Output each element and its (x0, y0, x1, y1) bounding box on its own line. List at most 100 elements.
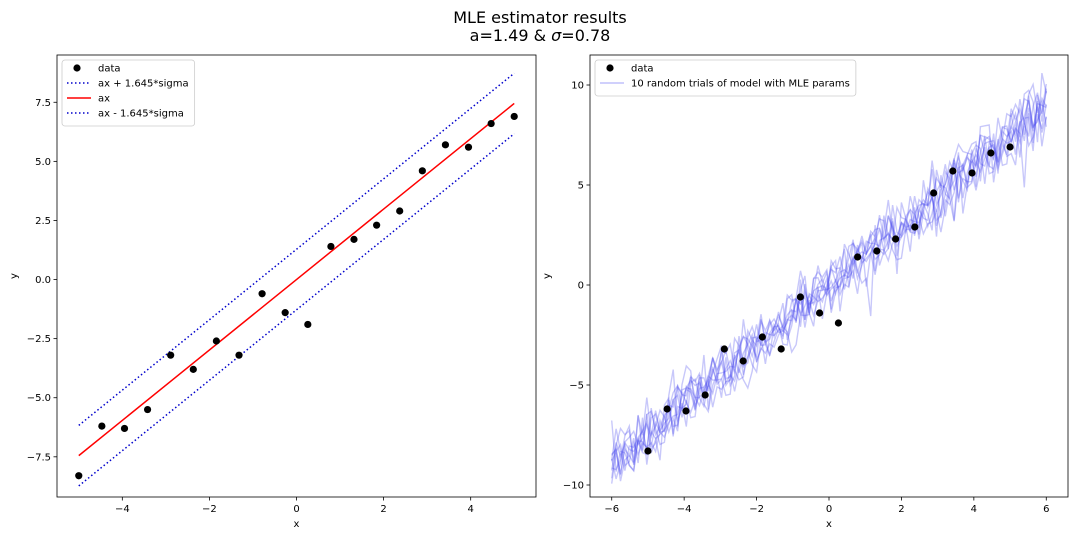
y-tick-label: −10 (563, 481, 584, 492)
y-tick-label: −5 (569, 381, 584, 392)
data-point (167, 351, 175, 359)
data-point (441, 141, 450, 149)
data-point (327, 242, 335, 251)
series-line-1 (78, 102, 515, 457)
x-tick-label: 4 (467, 504, 473, 515)
data-point (720, 345, 728, 353)
data-point (373, 221, 381, 229)
data-point (758, 333, 766, 341)
data-point (258, 290, 266, 298)
y-tick-label: −2.5 (27, 334, 51, 345)
data-point (143, 405, 152, 414)
data-point (892, 235, 900, 243)
legend-box (594, 59, 857, 97)
subtitle-suffix: =0.78 (561, 26, 610, 45)
trial-line-6 (611, 72, 1047, 472)
data-point (281, 309, 289, 317)
legend-marker-data (606, 64, 614, 72)
x-tick-label: 2 (898, 504, 904, 515)
y-tick-label: 2.5 (35, 216, 51, 227)
subtitle-sigma: σ (551, 26, 562, 45)
trial-line-3 (611, 83, 1047, 482)
data-point (873, 247, 881, 255)
y-tick-label: 5 (578, 181, 584, 192)
trial-line-9 (611, 106, 1047, 473)
data-point (663, 405, 671, 413)
series-line-0 (78, 72, 515, 426)
data-point (418, 167, 426, 175)
data-point (968, 169, 976, 177)
data-point (212, 337, 220, 345)
data-point (701, 391, 709, 399)
x-tick-label: −2 (202, 504, 217, 515)
x-tick-label: 0 (826, 504, 832, 515)
y-axis-label: y (542, 273, 553, 279)
x-tick-label: 0 (293, 504, 299, 515)
legend-label: ax + 1.645*sigma (98, 79, 189, 90)
data-point (854, 253, 862, 261)
x-tick-label: 6 (1043, 504, 1049, 515)
data-point (510, 112, 518, 121)
trial-line-1 (611, 102, 1047, 484)
y-axis-label: y (9, 273, 20, 279)
data-point (644, 447, 652, 455)
x-tick-label: 4 (971, 504, 977, 515)
data-point (75, 472, 83, 480)
data-point (834, 319, 843, 327)
legend-marker-data (73, 64, 81, 72)
plot-area (611, 72, 1047, 484)
x-axis-label: x (826, 519, 832, 530)
y-tick-label: 0 (578, 281, 584, 292)
subtitle-prefix: a=1.49 & (470, 26, 551, 45)
legend-box (61, 59, 196, 127)
x-tick-label: −4 (115, 504, 130, 515)
data-point (739, 357, 747, 365)
data-point (682, 407, 690, 415)
y-tick-label: 10 (571, 81, 584, 92)
data-point (796, 293, 804, 301)
data-point (815, 309, 824, 317)
legend: data 10 random trials of model with MLE p… (594, 59, 857, 97)
data-point (235, 351, 243, 359)
left-chart: −4 −2 0 2 4 −7.5 −5.0 −2.5 0.0 2.5 5.0 7.5 x y data ax … (9, 54, 537, 530)
series-line-2 (78, 133, 515, 487)
data-point (930, 189, 938, 197)
legend-label: data (631, 64, 654, 75)
data-point (464, 143, 473, 151)
y-tick-label: 5.0 (35, 157, 51, 168)
x-tick-label: 2 (380, 504, 386, 515)
data-point (777, 345, 785, 353)
figure-subtitle: a=1.49 & σ=0.78 (470, 26, 611, 45)
data-point (304, 320, 312, 329)
legend: data ax + 1.645*sigma ax ax - 1.645*sigma (61, 59, 196, 127)
trial-line-0 (611, 104, 1047, 472)
y-tick-label: 0.0 (35, 275, 51, 286)
legend-label: ax (98, 94, 110, 105)
y-tick-label: −7.5 (27, 452, 51, 463)
data-point (487, 119, 495, 128)
trial-line-4 (611, 90, 1047, 467)
legend-label: data (98, 64, 121, 75)
x-tick-label: −4 (677, 504, 692, 515)
plot-area (75, 72, 518, 487)
figure-title: MLE estimator results (453, 8, 627, 27)
data-point (120, 424, 129, 433)
data-point (987, 149, 995, 157)
y-tick-label: 7.5 (35, 98, 51, 109)
x-tick-label: −6 (604, 504, 619, 515)
legend-label: ax - 1.645*sigma (98, 109, 184, 120)
data-point (1006, 143, 1014, 151)
data-point (98, 422, 106, 430)
data-point (350, 235, 358, 243)
data-point (396, 207, 404, 215)
x-tick-label: −2 (749, 504, 764, 515)
y-tick-label: −5.0 (27, 393, 51, 404)
trial-line-7 (611, 88, 1047, 471)
data-point (949, 167, 957, 175)
right-chart: −6 −4 −2 0 2 4 6 −10 −5 0 5 10 x y data 10 random trial… (542, 54, 1069, 530)
data-point (911, 223, 919, 231)
legend-label: 10 random trials of model with MLE param… (631, 79, 850, 90)
x-axis-label: x (294, 519, 300, 530)
data-point (189, 365, 197, 373)
